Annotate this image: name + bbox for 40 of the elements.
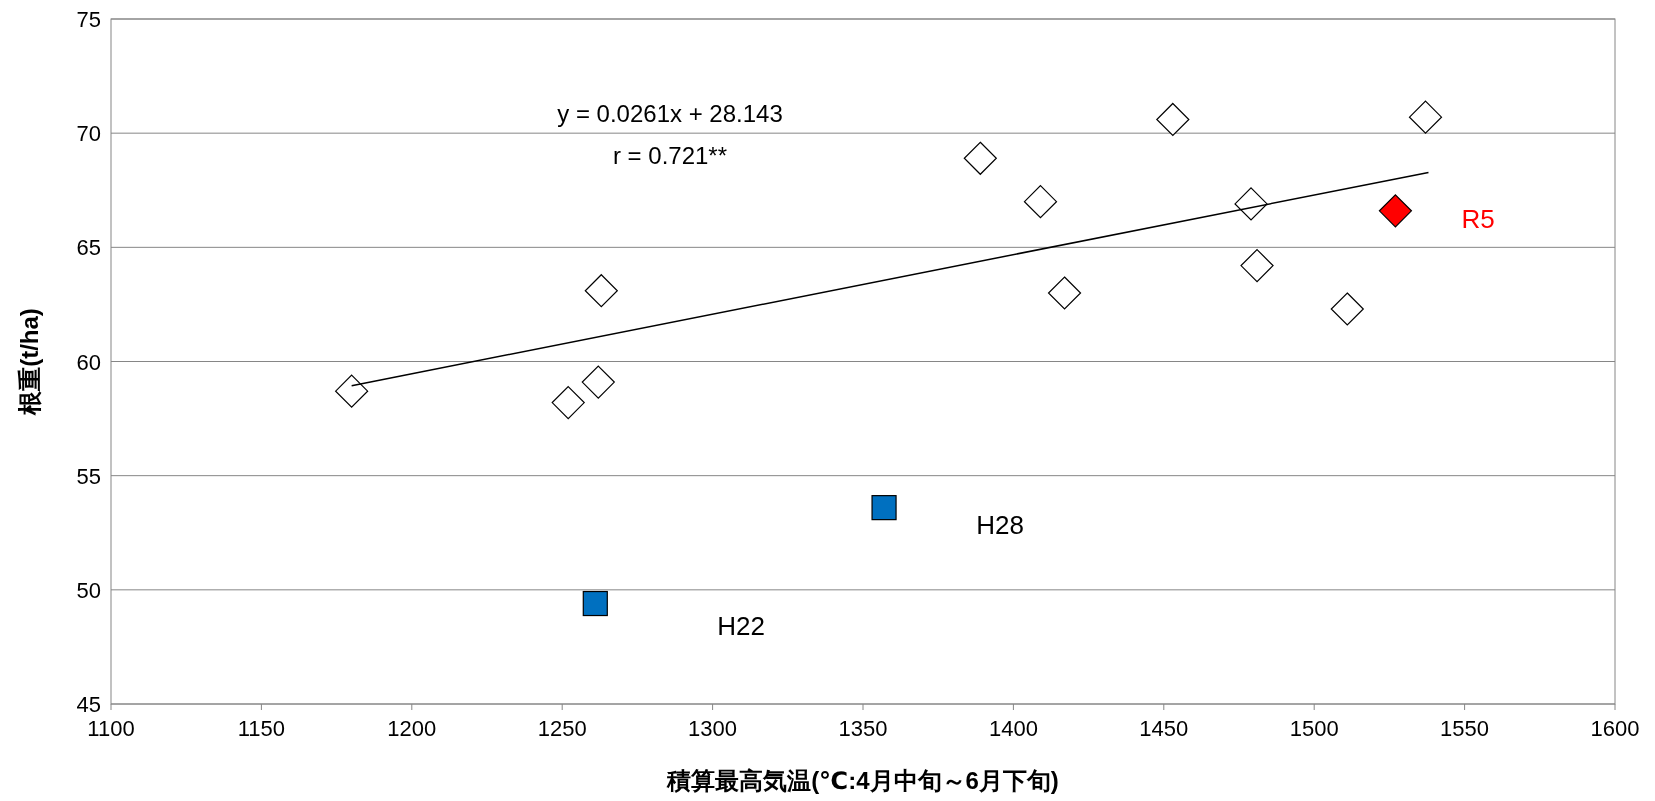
series-label: R5: [1461, 203, 1495, 234]
point: [581, 365, 615, 399]
x-tick-label: 1500: [1289, 716, 1339, 741]
annotation: H22: [717, 611, 765, 641]
y-tick-label: 65: [76, 235, 101, 261]
x-axis-title: 積算最高気温(℃:4月中旬～6月下旬): [666, 767, 1059, 794]
y-tick-label: 55: [76, 463, 101, 489]
x-tick-label: 1350: [838, 716, 888, 741]
x-tick-label: 1150: [237, 716, 286, 741]
x-tick-label: 1300: [688, 716, 738, 741]
x-tick-label: 1600: [1590, 716, 1640, 741]
x-tick-label: 1100: [87, 716, 135, 741]
y-tick-label: 75: [76, 7, 101, 32]
point: [1330, 292, 1364, 326]
point: [335, 374, 369, 408]
point: [1047, 276, 1082, 310]
point: [1234, 187, 1268, 221]
point: [963, 141, 997, 175]
x-tick-label: 1200: [387, 716, 437, 741]
point: [1023, 185, 1058, 219]
annotation: r = 0.721**: [612, 142, 728, 169]
x-tick-label: 1400: [988, 716, 1038, 741]
annotation: y = 0.0261x + 28.143: [557, 100, 783, 127]
point: [871, 495, 897, 521]
point: [1408, 100, 1443, 134]
point: [1240, 249, 1274, 283]
x-tick-label: 1250: [537, 716, 587, 741]
y-tick-label: 70: [76, 121, 101, 147]
point: [551, 386, 585, 420]
point: [582, 590, 608, 617]
x-tick-label: 1450: [1139, 716, 1189, 741]
point: [1156, 102, 1190, 137]
y-tick-label: 50: [76, 577, 101, 603]
annotation: H28: [976, 510, 1024, 540]
y-tick-label: 60: [76, 349, 101, 375]
point: [584, 274, 618, 308]
x-tick-label: 1550: [1440, 716, 1490, 741]
y-tick-label: 45: [76, 692, 101, 717]
y-axis-title: 根重(t/ha): [16, 308, 43, 416]
point: [1378, 194, 1413, 228]
